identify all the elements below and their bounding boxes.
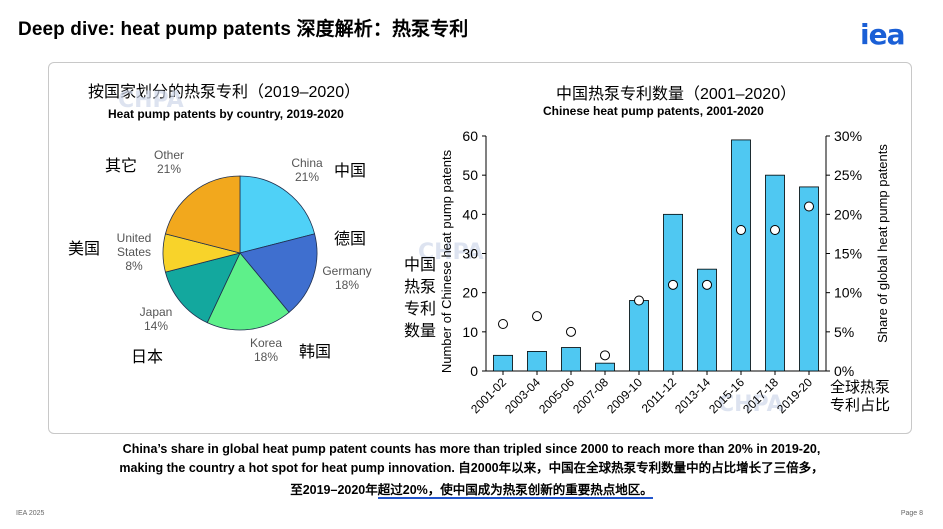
share-point-2015-16 xyxy=(736,225,746,235)
x-tick-label: 2005-06 xyxy=(536,375,577,416)
pie-label: Germany 18% xyxy=(322,264,371,292)
caption-line-3: 至2019–2020年超过20%，使中国成为热泵创新的重要热点地区。 xyxy=(0,481,943,500)
pie-slice-germany xyxy=(239,233,318,313)
pie-label-cn: 德国 xyxy=(334,230,366,248)
bar-chart: 01020304050600%5%10%15%20%25%30%2001-022… xyxy=(404,128,890,416)
y-tick-label: 60 xyxy=(462,128,478,144)
caption-line-2: making the country a hot spot for heat p… xyxy=(119,461,824,475)
share-point-2009-10 xyxy=(634,295,644,306)
bar-2011-12 xyxy=(663,213,683,372)
y2-axis-title: Share of global heat pump patents xyxy=(875,144,890,343)
y-tick-label: 30 xyxy=(462,246,478,262)
pie-label-cn: 韩国 xyxy=(299,343,331,361)
x-tick-label: 2009-10 xyxy=(604,375,645,416)
pie-label-cn: 中国 xyxy=(334,162,366,180)
watermark: CHPA xyxy=(118,88,184,113)
pie-chart: China 21% 中国 Germany 18% 德国 Korea 18% 韩国 Japan 14%… xyxy=(68,148,372,366)
y2-tick-label: 10% xyxy=(834,285,862,301)
y2-tick-label: 0% xyxy=(834,363,854,379)
y-axis-title-cn: 中国热泵专利数量 xyxy=(404,256,436,340)
share-point-2011-12 xyxy=(668,279,678,290)
chart-panel xyxy=(48,62,912,434)
caption-line-1: China’s share in global heat pump patent… xyxy=(122,442,821,456)
pie-label: Japan 14% xyxy=(140,305,173,333)
pie-label-cn: 日本 xyxy=(131,348,163,366)
bar-2017-18 xyxy=(765,174,785,372)
x-tick-label: 2015-16 xyxy=(706,375,747,416)
share-point-2019-20 xyxy=(804,201,814,212)
share-point-2005-06 xyxy=(566,326,576,337)
bar-2009-10 xyxy=(629,300,649,372)
pie-label-cn: 美国 xyxy=(68,240,100,258)
y2-tick-label: 5% xyxy=(834,324,854,340)
pie-label-cn: 其它 xyxy=(105,157,137,175)
share-point-2001-02 xyxy=(498,319,508,329)
footer-page: Page 8 xyxy=(900,510,923,517)
bar-2015-16 xyxy=(731,139,751,372)
watermark: CHPA xyxy=(718,392,784,417)
caption-highlight: 超过20%，使中国成为热泵创新的重要热点地区。 xyxy=(377,483,653,499)
footer-source: IEA 2025 xyxy=(16,510,45,517)
caption-line-3a: 至2019–2020年 xyxy=(290,483,378,497)
x-tick-label: 2019-20 xyxy=(774,375,815,416)
y2-tick-label: 20% xyxy=(834,206,862,222)
y-tick-label: 10 xyxy=(462,324,478,340)
bar-2005-06 xyxy=(561,347,581,372)
pie-title-cn: 按国家划分的热泵专利（2019–2020） xyxy=(88,84,361,101)
bar-2001-02 xyxy=(493,354,513,372)
bar-title-en: Chinese heat pump patents, 2001-2020 xyxy=(543,104,764,118)
bar-2019-20 xyxy=(799,186,819,372)
iea-logo: iea xyxy=(860,18,905,51)
x-tick-label: 2011-12 xyxy=(639,375,680,416)
watermark: CHPA xyxy=(418,240,484,265)
y-tick-label: 0 xyxy=(470,363,478,379)
bar-2007-08 xyxy=(595,362,615,372)
pie-slice-korea xyxy=(206,252,290,331)
x-tick-label: 2017-18 xyxy=(740,375,781,416)
pie-title-en: Heat pump patents by country, 2019-2020 xyxy=(108,107,344,121)
bar-title-cn: 中国热泵专利数量（2001–2020） xyxy=(556,86,797,103)
pie-label: United States 8% xyxy=(117,231,152,273)
y-tick-label: 40 xyxy=(462,206,478,222)
x-tick-label: 2001-02 xyxy=(468,375,509,416)
pie-label: China 21% xyxy=(291,156,323,184)
y-tick-label: 20 xyxy=(462,285,478,301)
bar-2003-04 xyxy=(527,351,547,372)
pie-label: Korea 18% xyxy=(250,336,282,364)
y2-tick-label: 15% xyxy=(834,246,862,262)
y2-tick-label: 30% xyxy=(834,128,862,144)
x-tick-label: 2003-04 xyxy=(502,375,543,416)
share-point-2013-14 xyxy=(702,279,712,290)
x-tick-label: 2013-14 xyxy=(672,375,713,416)
y-tick-label: 50 xyxy=(462,167,478,183)
y-axis-title: Number of Chinese heat pump patents xyxy=(439,149,454,373)
share-point-2007-08 xyxy=(600,350,610,361)
page-title: Deep dive: heat pump patents 深度解析：热泵专利 xyxy=(18,19,469,40)
y2-axis-title-cn: 全球热泵专利占比 xyxy=(830,378,890,414)
share-point-2017-18 xyxy=(770,225,780,235)
x-tick-label: 2007-08 xyxy=(570,375,611,416)
pie-label: Other 21% xyxy=(154,148,184,176)
pie-slice-china xyxy=(239,175,316,254)
pie-slice-japan xyxy=(164,252,241,324)
y2-tick-label: 25% xyxy=(834,167,862,183)
pie-slice-other xyxy=(164,175,241,254)
share-point-2003-04 xyxy=(532,311,542,322)
